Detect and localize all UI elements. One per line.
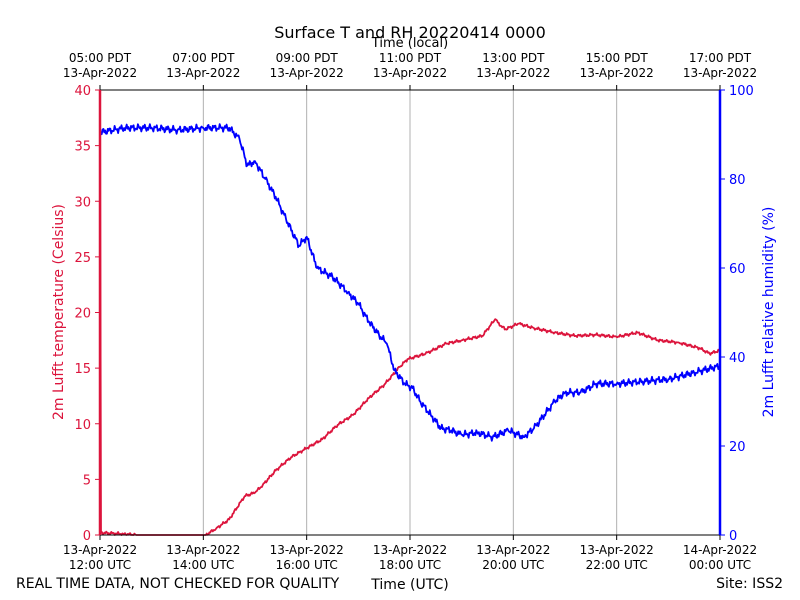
right-tick-label: 100 bbox=[729, 84, 754, 99]
left-tick-label: 20 bbox=[74, 307, 91, 322]
top-tick-label-date: 13-Apr-2022 bbox=[270, 66, 344, 80]
bottom-tick-label-date: 13-Apr-2022 bbox=[373, 543, 447, 557]
top-tick-label-time: 15:00 PDT bbox=[586, 51, 649, 65]
bottom-tick-label-time: 12:00 UTC bbox=[69, 558, 131, 572]
right-tick-label: 0 bbox=[729, 529, 737, 544]
site-label: Site: ISS2 bbox=[716, 576, 783, 592]
left-tick-label: 10 bbox=[74, 418, 91, 433]
bottom-tick-label-time: 14:00 UTC bbox=[172, 558, 234, 572]
right-tick-label: 60 bbox=[729, 262, 746, 277]
top-axis-label: Time (local) bbox=[371, 36, 448, 51]
left-tick-label: 25 bbox=[74, 251, 91, 266]
left-y-axis-label: 2m Lufft temperature (Celsius) bbox=[51, 204, 67, 420]
top-tick-label-date: 13-Apr-2022 bbox=[683, 66, 757, 80]
chart-title: Surface T and RH 20220414 0000 bbox=[274, 23, 546, 42]
bottom-tick-label-date: 13-Apr-2022 bbox=[580, 543, 654, 557]
left-tick-label: 30 bbox=[74, 195, 91, 210]
bottom-tick-label-date: 13-Apr-2022 bbox=[63, 543, 137, 557]
top-tick-label-date: 13-Apr-2022 bbox=[166, 66, 240, 80]
bottom-tick-label-date: 13-Apr-2022 bbox=[166, 543, 240, 557]
top-tick-label-time: 05:00 PDT bbox=[69, 51, 132, 65]
bottom-tick-label-date: 13-Apr-2022 bbox=[476, 543, 550, 557]
left-tick-label: 15 bbox=[74, 362, 91, 377]
right-tick-label: 40 bbox=[729, 351, 746, 366]
right-tick-label: 80 bbox=[729, 173, 746, 188]
right-y-axis-label: 2m Lufft relative humidity (%) bbox=[761, 207, 777, 418]
right-tick-label: 20 bbox=[729, 440, 746, 455]
quality-disclaimer: REAL TIME DATA, NOT CHECKED FOR QUALITY bbox=[16, 576, 340, 592]
left-tick-label: 35 bbox=[74, 140, 91, 155]
bottom-tick-label-date: 13-Apr-2022 bbox=[270, 543, 344, 557]
left-tick-label: 40 bbox=[74, 84, 91, 99]
x-axis-label: Time (UTC) bbox=[370, 577, 448, 593]
bottom-tick-label-time: 20:00 UTC bbox=[482, 558, 544, 572]
bottom-tick-label-time: 00:00 UTC bbox=[689, 558, 751, 572]
top-tick-label-date: 13-Apr-2022 bbox=[476, 66, 550, 80]
top-tick-label-time: 13:00 PDT bbox=[482, 51, 545, 65]
left-tick-label: 0 bbox=[83, 529, 91, 544]
top-tick-label-time: 09:00 PDT bbox=[276, 51, 339, 65]
bottom-tick-label-time: 18:00 UTC bbox=[379, 558, 441, 572]
top-tick-label-date: 13-Apr-2022 bbox=[373, 66, 447, 80]
top-tick-label-time: 17:00 PDT bbox=[689, 51, 752, 65]
top-tick-label-date: 13-Apr-2022 bbox=[63, 66, 137, 80]
humidity-series-line bbox=[99, 123, 721, 442]
bottom-tick-label-time: 22:00 UTC bbox=[586, 558, 648, 572]
top-tick-label-date: 13-Apr-2022 bbox=[580, 66, 654, 80]
top-tick-label-time: 07:00 PDT bbox=[172, 51, 235, 65]
bottom-tick-label-time: 16:00 UTC bbox=[276, 558, 338, 572]
top-tick-label-time: 11:00 PDT bbox=[379, 51, 442, 65]
left-tick-label: 5 bbox=[83, 473, 91, 488]
bottom-tick-label-date: 14-Apr-2022 bbox=[683, 543, 757, 557]
